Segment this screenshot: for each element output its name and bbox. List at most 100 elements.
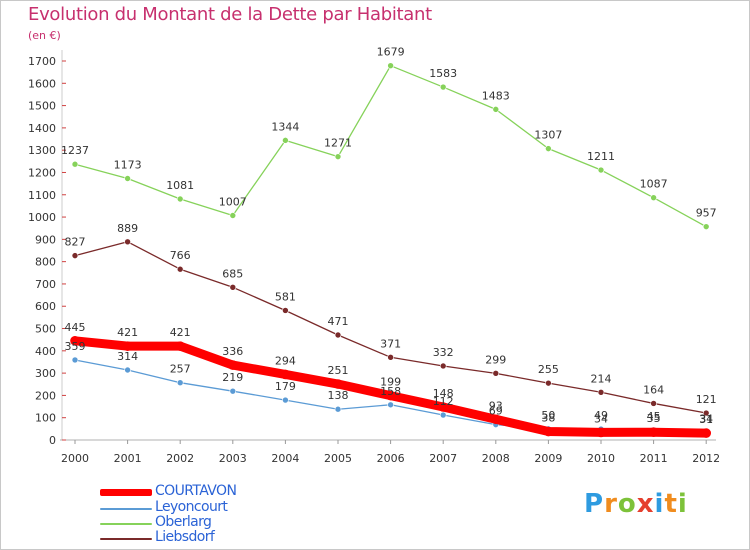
data-label-courtavon: 421 <box>170 326 191 339</box>
data-label-leyoncourt: 359 <box>65 340 86 353</box>
data-point-liebsdorf <box>387 353 394 361</box>
data-label-leyoncourt: 138 <box>328 389 349 402</box>
legend-item-oberlarg: Oberlarg <box>100 514 340 531</box>
data-point-leyoncourt <box>229 387 237 395</box>
legend-swatch-leyoncourt <box>100 508 152 510</box>
data-label-liebsdorf: 581 <box>275 290 296 303</box>
y-tick-label: 1700 <box>28 55 56 68</box>
data-label-liebsdorf: 827 <box>65 236 86 249</box>
data-point-courtavon <box>438 402 449 412</box>
y-tick-label: 1100 <box>28 189 56 202</box>
series-line-oberlarg <box>74 65 707 228</box>
data-point-oberlarg <box>176 195 184 203</box>
y-tick-label: 900 <box>35 233 56 246</box>
legend-swatch-courtavon <box>100 489 152 496</box>
data-label-leyoncourt: 219 <box>222 371 243 384</box>
data-label-courtavon: 421 <box>117 326 138 339</box>
data-label-courtavon: 34 <box>594 412 608 425</box>
data-label-leyoncourt: 314 <box>117 350 138 363</box>
y-tick-label: 1400 <box>28 122 56 135</box>
x-tick-label: 2012 <box>692 452 720 465</box>
logo-letter: t <box>664 489 678 519</box>
x-tick-label: 2000 <box>61 452 89 465</box>
data-point-liebsdorf <box>545 379 552 387</box>
y-tick-label: 100 <box>35 412 56 425</box>
data-label-liebsdorf: 332 <box>433 346 454 359</box>
data-label-oberlarg: 1344 <box>271 120 299 133</box>
x-axis: 2000 2001 2002 2003 2004 2005 2006 2007 2008 2009… <box>61 440 720 465</box>
data-point-oberlarg <box>650 194 657 201</box>
legend-label-leyoncourt: Leyoncourt <box>155 499 228 515</box>
data-point-liebsdorf <box>71 252 79 259</box>
data-point-oberlarg <box>702 223 710 230</box>
data-labels: 445 421 421 336 294 251 199 148 93 38 34 35 31 359 314… <box>61 46 717 426</box>
y-tick-label: 700 <box>35 278 56 291</box>
data-label-oberlarg: 1679 <box>377 46 405 59</box>
data-label-oberlarg: 957 <box>696 207 717 220</box>
data-point-liebsdorf <box>124 238 131 246</box>
data-point-leyoncourt <box>71 356 79 364</box>
data-label-leyoncourt: 257 <box>170 363 191 376</box>
data-label-courtavon: 148 <box>433 387 454 400</box>
data-label-leyoncourt: 158 <box>380 385 401 398</box>
data-point-courtavon <box>596 427 606 438</box>
data-point-liebsdorf <box>176 265 184 273</box>
data-label-leyoncourt: 179 <box>275 380 296 393</box>
data-label-courtavon: 251 <box>328 364 349 377</box>
data-point-oberlarg <box>71 160 79 168</box>
data-label-liebsdorf: 889 <box>117 222 138 235</box>
unit-label: (en €) <box>28 29 61 42</box>
data-label-courtavon: 199 <box>380 376 401 389</box>
chart-title: Evolution du Montant de la Dette par Hab… <box>28 4 432 25</box>
y-tick-label: 1300 <box>28 144 56 157</box>
data-label-oberlarg: 1583 <box>429 67 457 80</box>
y-tick-label: 1600 <box>28 77 56 90</box>
y-tick-label: 300 <box>35 367 56 380</box>
x-tick-label: 2007 <box>429 452 457 465</box>
data-point-courtavon <box>175 341 185 351</box>
data-point-liebsdorf <box>492 370 500 377</box>
data-label-liebsdorf: 685 <box>222 267 243 280</box>
data-label-courtavon: 93 <box>489 399 503 412</box>
data-label-leyoncourt: 69 <box>489 405 503 418</box>
data-point-leyoncourt <box>176 379 184 387</box>
data-point-courtavon <box>70 335 80 346</box>
data-label-oberlarg: 1173 <box>114 158 142 171</box>
x-tick-label: 2001 <box>114 452 142 465</box>
data-label-leyoncourt: 34 <box>699 412 713 425</box>
x-tick-label: 2010 <box>587 452 615 465</box>
data-label-liebsdorf: 121 <box>696 393 717 406</box>
data-label-liebsdorf: 299 <box>485 353 506 366</box>
data-point-leyoncourt <box>439 411 447 419</box>
legend-label-courtavon: COURTAVON <box>155 483 237 499</box>
data-point-oberlarg <box>282 137 289 144</box>
data-point-liebsdorf <box>334 331 342 339</box>
x-tick-label: 2002 <box>166 452 194 465</box>
data-label-courtavon: 38 <box>541 412 555 425</box>
data-label-oberlarg: 1483 <box>482 89 510 102</box>
data-point-liebsdorf <box>597 388 605 396</box>
data-point-liebsdorf <box>282 307 289 314</box>
data-point-courtavon <box>122 341 133 351</box>
legend-label-oberlarg: Oberlarg <box>155 514 212 530</box>
data-point-courtavon <box>490 414 501 425</box>
data-point-oberlarg <box>229 212 237 219</box>
legend-item-liebsdorf: Liebsdorf <box>100 529 340 546</box>
data-point-leyoncourt <box>282 396 289 404</box>
legend-label-liebsdorf: Liebsdorf <box>155 529 215 545</box>
logo-letter: P <box>584 489 605 519</box>
data-point-leyoncourt <box>124 366 131 374</box>
y-tick-label: 0 <box>49 434 56 447</box>
data-point-oberlarg <box>492 106 500 113</box>
data-point-liebsdorf <box>650 400 657 407</box>
logo-letter: x <box>636 489 655 519</box>
x-tick-label: 2003 <box>219 452 247 465</box>
data-label-courtavon: 31 <box>699 413 713 426</box>
data-point-oberlarg <box>334 153 342 160</box>
data-point-liebsdorf <box>702 409 710 417</box>
data-label-liebsdorf: 766 <box>170 249 191 262</box>
data-label-courtavon: 35 <box>647 412 661 425</box>
data-point-courtavon <box>701 428 712 438</box>
data-label-oberlarg: 1237 <box>61 144 89 157</box>
data-label-oberlarg: 1007 <box>219 195 247 208</box>
